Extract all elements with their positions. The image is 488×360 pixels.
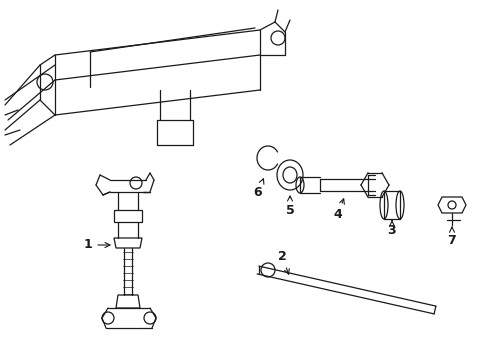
Text: 3: 3: [387, 221, 395, 237]
Text: 4: 4: [333, 199, 344, 221]
Text: 1: 1: [83, 238, 110, 252]
Text: 2: 2: [277, 249, 289, 274]
Text: 7: 7: [447, 227, 455, 247]
Text: 6: 6: [253, 179, 264, 198]
Text: 5: 5: [285, 196, 294, 216]
